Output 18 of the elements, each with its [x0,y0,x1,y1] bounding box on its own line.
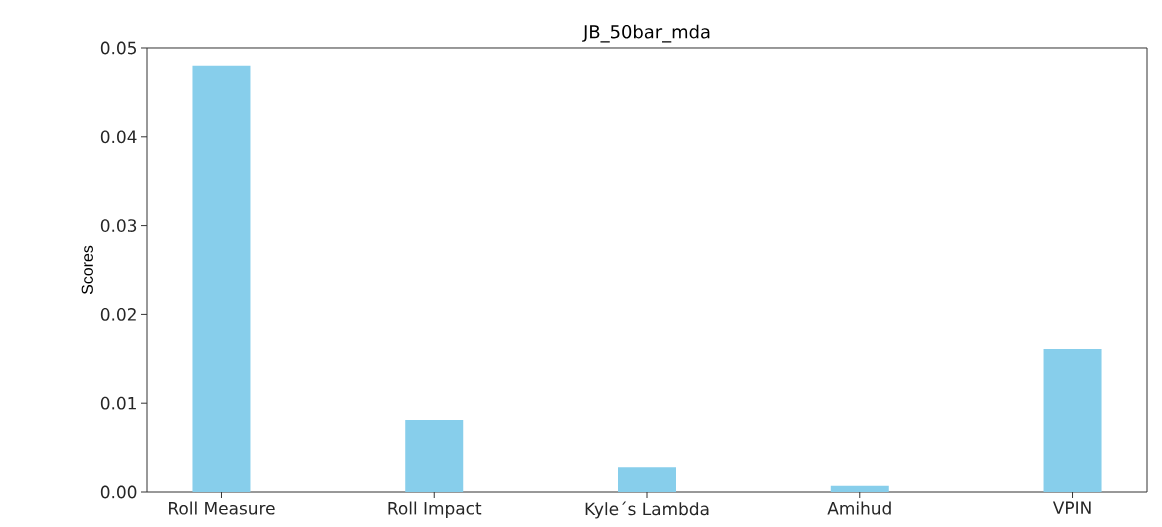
y-tick-label: 0.00 [100,485,137,499]
y-tick-label: 0.03 [100,219,137,232]
x-tick-label: VPIN [1052,501,1091,514]
x-tick-label: Roll Measure [169,501,275,515]
y-tick-label: 0.02 [100,307,136,321]
chart-title: JB_50bar_mda [582,24,710,43]
y-tick-label: 0.05 [100,41,136,55]
x-tick-label: Roll Impact [388,501,482,518]
bar [618,467,676,492]
x-tick-label: Kyle´s Lambda [585,501,709,519]
bar [192,65,251,492]
y-axis-title: Scores [81,245,93,295]
bar [1043,349,1102,492]
y-tick-label: 0.04 [100,130,137,144]
x-tick-label: Amihud [827,501,891,515]
bar [830,485,889,492]
bar [405,420,464,492]
y-tick-label: 0.01 [100,396,136,410]
